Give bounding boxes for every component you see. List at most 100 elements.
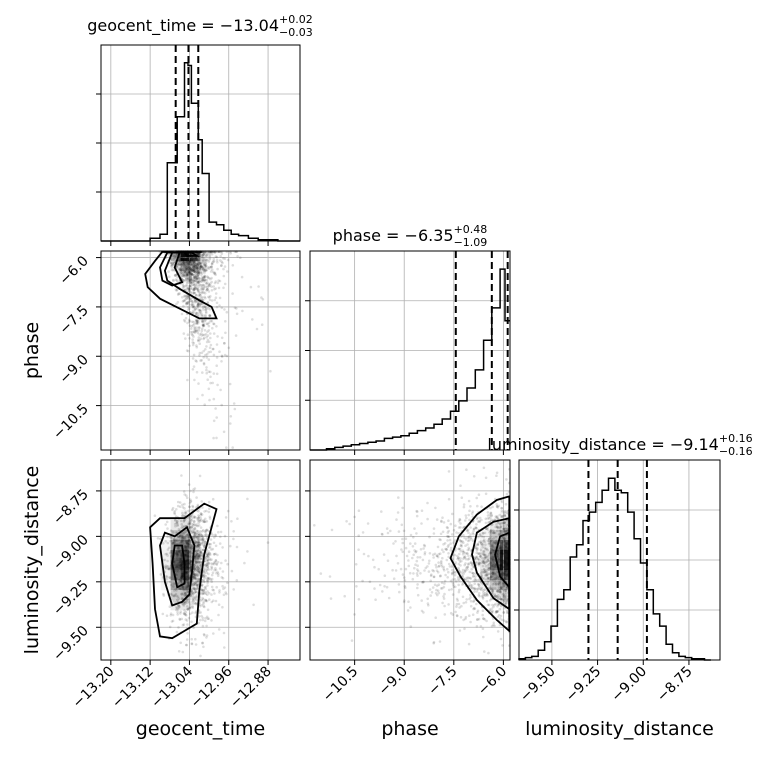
sample-point [422, 543, 426, 547]
sample-point [487, 579, 490, 583]
sample-point [184, 530, 187, 533]
sample-point [197, 260, 200, 264]
density-cell [480, 530, 491, 541]
sample-point [207, 267, 211, 270]
sample-point [197, 320, 200, 324]
sample-point [181, 537, 184, 540]
sample-point [198, 554, 201, 558]
sample-point [195, 573, 199, 576]
sample-point [195, 577, 198, 581]
sample-point [201, 393, 204, 397]
density-cell [190, 580, 201, 591]
sample-point [487, 582, 490, 586]
sample-point [200, 265, 203, 268]
sample-point [185, 571, 188, 575]
sample-point [190, 259, 193, 263]
sample-point [206, 552, 209, 556]
sample-point [446, 534, 449, 538]
sample-point [190, 300, 194, 303]
sample-point [210, 580, 213, 583]
sample-point [451, 583, 455, 586]
sample-point [186, 267, 189, 271]
sample-point [506, 554, 510, 557]
sample-point [232, 537, 235, 541]
sample-point [169, 565, 172, 568]
density-cell [190, 540, 201, 551]
sample-point [203, 260, 207, 264]
sample-point [229, 544, 232, 548]
sample-point [471, 539, 475, 542]
sample-point [373, 565, 376, 569]
sample-point [176, 519, 179, 523]
sample-point [496, 604, 499, 608]
sample-point [219, 388, 222, 392]
sample-point [176, 535, 180, 539]
sample-point [501, 582, 505, 586]
sample-point [184, 584, 188, 587]
sample-point [206, 330, 209, 334]
sample-point [404, 537, 408, 540]
sample-point [181, 274, 185, 277]
sample-point [182, 262, 185, 266]
sample-point [178, 260, 182, 263]
sample-point [195, 263, 198, 266]
sample-point [485, 547, 489, 551]
sample-point [185, 259, 188, 262]
sample-point [199, 553, 202, 557]
sample-point [189, 263, 192, 267]
sample-point [171, 530, 175, 534]
sample-point [196, 266, 199, 270]
density-cell [180, 520, 191, 531]
sample-point [435, 554, 439, 558]
sample-point [186, 571, 189, 574]
sample-point [196, 554, 200, 558]
sample-point [200, 589, 204, 592]
sample-point [194, 550, 198, 554]
sample-point [164, 564, 168, 567]
sample-point [503, 539, 507, 542]
sample-point [211, 571, 215, 574]
sample-point [460, 604, 463, 608]
sample-point [181, 572, 184, 576]
sample-point [186, 273, 189, 277]
sample-point [190, 555, 193, 558]
sample-point [179, 519, 183, 523]
sample-point [395, 554, 398, 558]
sample-point [469, 561, 473, 564]
sample-point [199, 262, 203, 266]
sample-point [218, 589, 221, 592]
sample-point [443, 579, 447, 583]
sample-point [471, 575, 475, 578]
sample-point [209, 336, 212, 340]
sample-point [210, 585, 214, 589]
sample-point [186, 542, 189, 546]
sample-point [197, 545, 201, 549]
sample-point [505, 595, 508, 598]
sample-point [187, 318, 191, 322]
sample-point [466, 529, 469, 533]
sample-point [190, 552, 194, 555]
sample-point [353, 515, 356, 519]
sample-point [182, 255, 185, 259]
sample-point [506, 580, 510, 583]
sample-point [202, 251, 206, 255]
sample-point [502, 571, 506, 574]
sample-point [195, 267, 199, 270]
sample-point [469, 583, 473, 587]
y-tick-label: −9.50 [50, 623, 92, 665]
sample-point [503, 589, 507, 592]
sample-point [181, 262, 184, 265]
sample-point [187, 252, 190, 256]
sample-point [188, 324, 192, 328]
sample-point [182, 318, 186, 322]
sample-point [194, 610, 198, 613]
sample-point [449, 549, 453, 552]
sample-point [181, 270, 185, 273]
sample-point [473, 607, 477, 611]
sample-point [470, 537, 473, 541]
sample-point [478, 595, 481, 598]
sample-point [170, 263, 174, 267]
sample-point [197, 560, 200, 564]
sample-point [470, 584, 474, 587]
sample-point [212, 260, 215, 263]
